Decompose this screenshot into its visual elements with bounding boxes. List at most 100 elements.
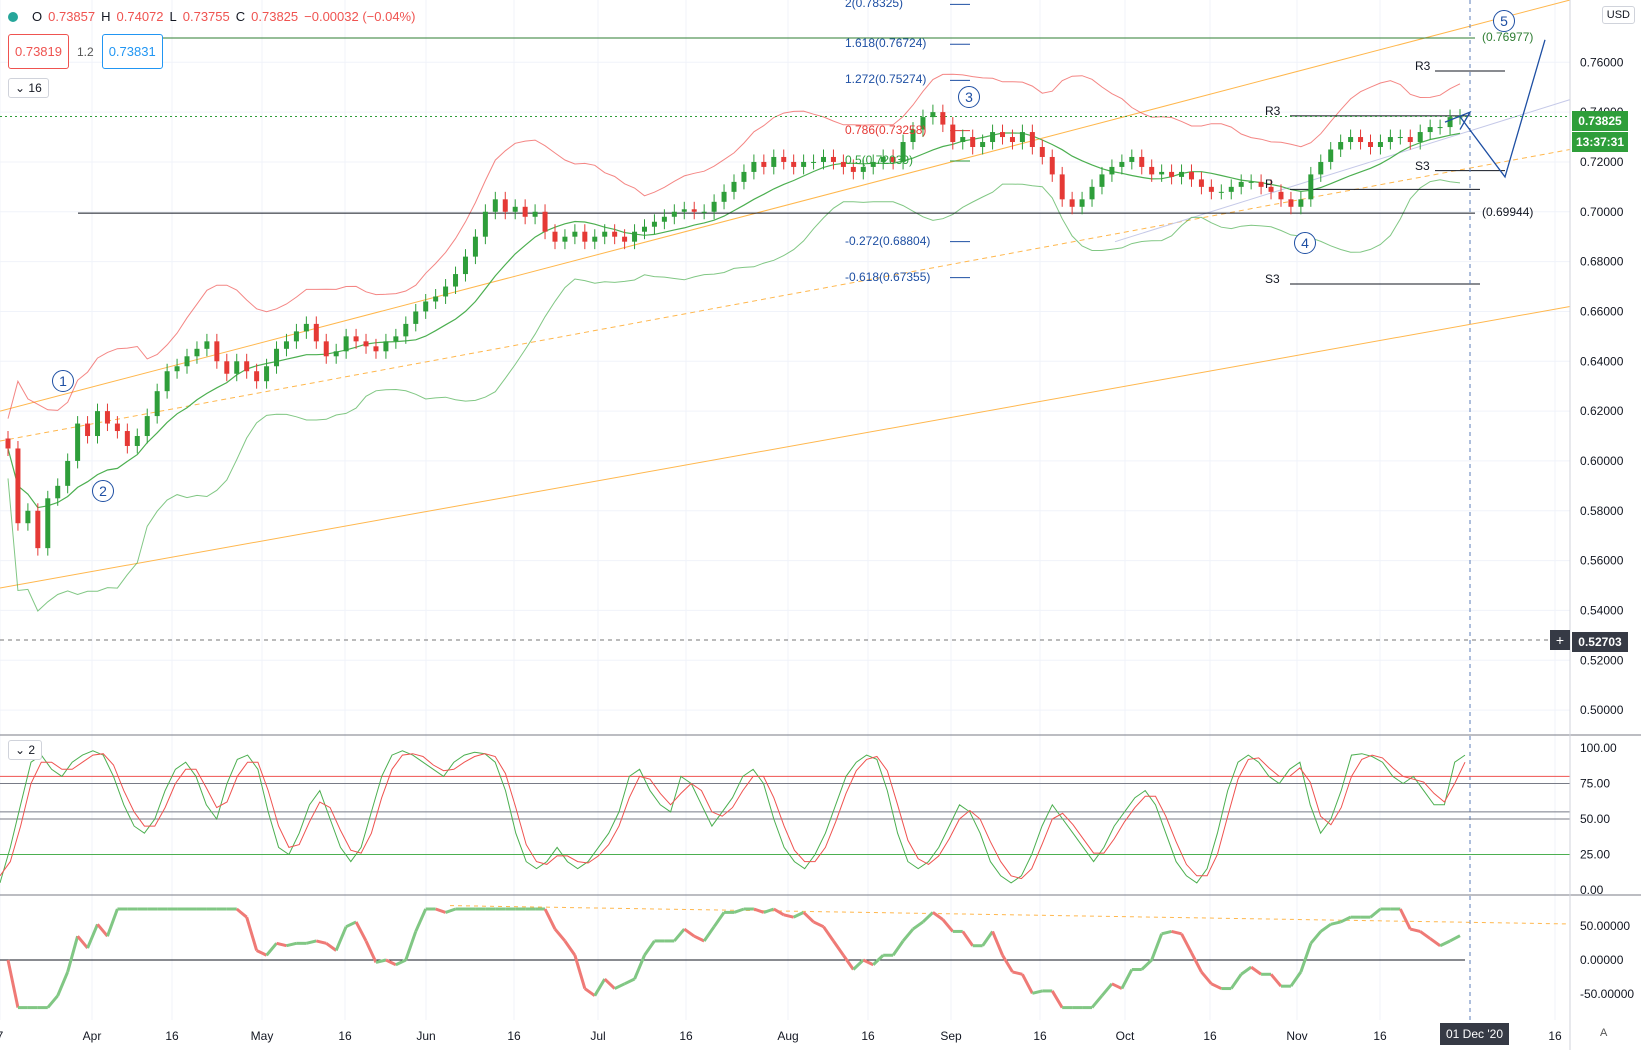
momentum-segment bbox=[1398, 908, 1412, 930]
candle-body bbox=[85, 423, 91, 437]
candle-body bbox=[104, 411, 110, 424]
pivot-label: P bbox=[1265, 177, 1274, 192]
candle-body bbox=[632, 231, 638, 242]
time-tick: Nov bbox=[1286, 1029, 1307, 1043]
pane-dividers bbox=[0, 734, 1641, 896]
candle-body bbox=[751, 161, 757, 172]
candle-body bbox=[671, 211, 677, 217]
level-label: (0.69944) bbox=[1482, 205, 1534, 220]
time-tick: 16 bbox=[861, 1029, 875, 1043]
stoch-d-line bbox=[0, 753, 1466, 880]
candle-body bbox=[224, 361, 230, 374]
crosshair-date-tag: 01 Dec '20 bbox=[1440, 1023, 1509, 1045]
quote-buttons: 0.73819 1.2 0.73831 bbox=[8, 34, 163, 69]
oscillator-legend-toggle[interactable]: ⌄ 2 bbox=[8, 740, 43, 760]
time-tick: 16 bbox=[165, 1029, 179, 1043]
momentum-segment bbox=[1409, 927, 1421, 933]
stochastic-pane[interactable]: 100.00 75.00 50.00 25.00 0.00 bbox=[0, 741, 1617, 897]
candle-body bbox=[1377, 142, 1383, 147]
momentum-segment bbox=[1319, 923, 1332, 933]
momentum-segment bbox=[1140, 958, 1153, 971]
buy-button[interactable]: 0.73831 bbox=[101, 34, 163, 69]
lower-band bbox=[7, 179, 1461, 612]
momentum-segment bbox=[932, 911, 944, 921]
time-tick: Jul bbox=[590, 1029, 605, 1043]
candle-body bbox=[572, 231, 578, 237]
candle-body bbox=[970, 137, 976, 147]
price-tick: 0.76000 bbox=[1580, 55, 1624, 69]
momentum-segment bbox=[802, 911, 815, 924]
candle-body bbox=[1258, 181, 1264, 187]
candle-body bbox=[1417, 132, 1423, 143]
momentum-segment bbox=[862, 958, 874, 967]
candle-body bbox=[721, 191, 727, 202]
last-price-tag: 0.73825 bbox=[1572, 111, 1628, 131]
momentum-segment bbox=[1100, 982, 1114, 997]
candles[interactable] bbox=[5, 104, 1463, 556]
candle-body bbox=[283, 341, 289, 349]
candle-body bbox=[1089, 186, 1095, 200]
candle-body bbox=[413, 311, 419, 324]
momentum-segment bbox=[1369, 907, 1382, 919]
candle-body bbox=[840, 161, 846, 167]
candle-body bbox=[1298, 199, 1304, 207]
candle-body bbox=[373, 346, 379, 352]
candle-body bbox=[194, 348, 200, 357]
momentum-segment bbox=[385, 958, 397, 967]
candle-body bbox=[1059, 174, 1065, 200]
candle-body bbox=[333, 351, 339, 357]
low-value: 0.73755 bbox=[182, 9, 230, 24]
momentum-segment bbox=[603, 977, 616, 990]
time-tick: 16 bbox=[338, 1029, 352, 1043]
momentum-segment bbox=[891, 940, 905, 957]
sell-button[interactable]: 0.73819 bbox=[8, 34, 69, 69]
momentum-segment bbox=[414, 908, 428, 933]
momentum-segment bbox=[1309, 930, 1322, 945]
momentum-segment bbox=[614, 982, 626, 990]
momentum-pane[interactable]: 50.00000 0.00000 -50.00000 bbox=[0, 905, 1634, 1010]
momentum-segment bbox=[1161, 929, 1172, 936]
candle-body bbox=[651, 221, 657, 227]
momentum-segment bbox=[265, 942, 278, 957]
candle-body bbox=[1169, 171, 1175, 177]
spread-value: 1.2 bbox=[77, 44, 94, 59]
candle-body bbox=[681, 209, 687, 212]
open-label: O bbox=[32, 9, 43, 24]
countdown-tag: 13:37:31 bbox=[1572, 132, 1628, 152]
candle-body bbox=[1328, 149, 1334, 162]
price-tick: 0.64000 bbox=[1580, 354, 1624, 368]
time-tick: Sep bbox=[940, 1029, 962, 1043]
momentum-segment bbox=[1120, 968, 1134, 990]
momentum-segment bbox=[1439, 939, 1451, 948]
candle-body bbox=[134, 436, 140, 446]
time-tick: 7 bbox=[0, 1029, 4, 1043]
auto-scale-button[interactable]: A bbox=[1600, 1027, 1608, 1039]
momentum-segment bbox=[593, 978, 607, 997]
stoch-tick: 0.00 bbox=[1580, 883, 1604, 897]
time-tick: Apr bbox=[83, 1029, 102, 1043]
wave-label: 1 bbox=[52, 370, 74, 392]
candle-body bbox=[1397, 137, 1403, 139]
momentum-segment bbox=[543, 908, 557, 930]
momentum-segment bbox=[872, 954, 885, 966]
currency-button[interactable]: USD bbox=[1601, 6, 1635, 24]
candle-body bbox=[1288, 199, 1294, 207]
candle-body bbox=[1029, 132, 1035, 147]
candle-body bbox=[1159, 171, 1165, 175]
indicator-legend-toggle[interactable]: ⌄ 16 bbox=[8, 78, 49, 98]
momentum-segment bbox=[1190, 952, 1203, 973]
momentum-segment bbox=[643, 940, 656, 957]
candle-body bbox=[1318, 161, 1324, 175]
candle-body bbox=[1338, 142, 1344, 150]
price-tick: 0.56000 bbox=[1580, 554, 1624, 568]
crosshair-plus-icon[interactable]: + bbox=[1550, 630, 1570, 650]
candle-body bbox=[403, 323, 409, 337]
grid-lines bbox=[0, 0, 1570, 1020]
momentum-segment bbox=[783, 913, 795, 919]
pivot-label: R3 bbox=[1265, 103, 1281, 118]
candle-body bbox=[204, 341, 210, 349]
bollinger-bands bbox=[7, 73, 1461, 612]
candle-body bbox=[1248, 181, 1254, 183]
candle-body bbox=[850, 166, 856, 172]
